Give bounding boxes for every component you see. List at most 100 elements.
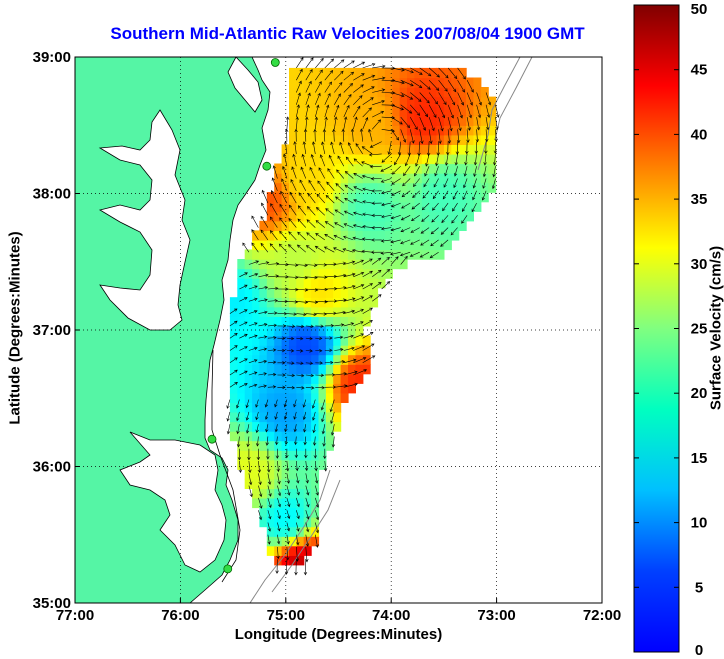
- velocity-arrow: [391, 92, 405, 98]
- velocity-cell: [362, 201, 371, 212]
- velocity-cell: [311, 192, 320, 203]
- velocity-cell: [488, 173, 497, 184]
- velocity-cell: [384, 134, 393, 145]
- velocity-cell: [355, 325, 364, 337]
- velocity-cell: [407, 77, 415, 88]
- velocity-cell: [451, 67, 460, 79]
- velocity-arrow: [353, 345, 366, 351]
- velocity-arrow: [267, 311, 278, 315]
- velocity-cell: [244, 259, 253, 270]
- velocity-cell: [274, 345, 283, 356]
- velocity-arrow: [315, 81, 322, 93]
- velocity-cell: [281, 526, 290, 537]
- velocity-arrow: [464, 153, 468, 166]
- velocity-cell: [370, 220, 379, 231]
- velocity-cell: [311, 144, 320, 155]
- velocity-cell: [429, 106, 438, 117]
- velocity-arrow: [286, 510, 291, 520]
- velocity-cell: [289, 478, 297, 489]
- velocity-arrow: [381, 202, 392, 207]
- velocity-cell: [303, 77, 312, 88]
- velocity-cell: [296, 507, 305, 518]
- velocity-cell: [443, 173, 452, 184]
- velocity-cell: [296, 402, 305, 413]
- velocity-arrow: [438, 129, 442, 145]
- velocity-arrow: [353, 259, 365, 265]
- velocity-cell: [355, 77, 364, 88]
- velocity-arrow: [308, 179, 316, 191]
- velocity-cell: [289, 125, 297, 136]
- velocity-arrow: [381, 281, 391, 290]
- velocity-arrow: [247, 448, 251, 461]
- velocity-cell: [296, 459, 305, 470]
- velocity-arrow: [466, 104, 472, 119]
- velocity-cell: [348, 268, 356, 279]
- velocity-arrow: [446, 141, 450, 156]
- colorbar-label: Surface Velocity (cm/s): [707, 245, 724, 411]
- velocity-cell: [355, 335, 364, 346]
- velocity-cell: [259, 239, 268, 251]
- velocity-cell: [451, 144, 460, 155]
- velocity-cell: [392, 220, 401, 231]
- velocity-cell: [340, 335, 349, 346]
- velocity-cell: [325, 440, 334, 451]
- velocity-cell: [266, 488, 275, 499]
- velocity-cell: [348, 67, 356, 79]
- velocity-cell: [274, 192, 283, 203]
- velocity-cell: [340, 239, 349, 251]
- velocity-arrow: [301, 153, 307, 167]
- velocity-arrow: [226, 411, 231, 422]
- velocity-arrow: [369, 141, 382, 148]
- velocity-cell: [318, 421, 327, 432]
- velocity-cell: [289, 517, 297, 528]
- velocity-cell: [274, 421, 283, 432]
- velocity-arrow: [390, 256, 399, 265]
- velocity-cell: [311, 163, 320, 174]
- velocity-cell: [429, 134, 438, 145]
- velocity-arrow: [304, 448, 308, 459]
- velocity-cell: [348, 316, 356, 327]
- velocity-arrow: [390, 239, 401, 244]
- velocity-cell: [303, 517, 312, 528]
- velocity-cell: [384, 249, 393, 260]
- velocity-arrow: [284, 559, 289, 575]
- velocity-arrow: [410, 227, 420, 233]
- velocity-cell: [266, 230, 275, 241]
- velocity-arrow: [302, 399, 307, 408]
- velocity-cell: [392, 134, 401, 145]
- velocity-cell: [436, 115, 445, 126]
- velocity-cell: [281, 163, 290, 174]
- velocity-cell: [340, 230, 349, 241]
- velocity-arrow: [311, 399, 316, 409]
- velocity-cell: [377, 211, 386, 222]
- velocity-arrow: [258, 384, 267, 388]
- velocity-arrow: [267, 485, 272, 497]
- velocity-arrow: [305, 473, 309, 484]
- velocity-cell: [407, 249, 415, 260]
- velocity-arrow: [305, 324, 314, 329]
- velocity-cell: [370, 182, 379, 193]
- velocity-cell: [289, 239, 297, 251]
- velocity-cell: [325, 287, 334, 298]
- velocity-arrow: [334, 104, 340, 118]
- velocity-cell: [274, 306, 283, 317]
- colorbar-tick-label: 45: [691, 62, 708, 79]
- velocity-cell: [237, 316, 246, 327]
- velocity-arrow: [334, 59, 345, 69]
- velocity-cell: [348, 230, 356, 241]
- velocity-cell: [370, 278, 379, 289]
- velocity-cell: [266, 411, 275, 423]
- velocity-cell: [274, 431, 283, 442]
- velocity-cell: [451, 134, 460, 145]
- velocity-arrow: [267, 286, 279, 291]
- velocity-cell: [318, 125, 327, 136]
- velocity-arrow: [475, 129, 480, 143]
- velocity-cell: [414, 201, 423, 212]
- velocity-cell: [340, 96, 349, 107]
- velocity-cell: [318, 87, 327, 98]
- velocity-arrow: [359, 128, 364, 142]
- velocity-arrow: [305, 80, 312, 93]
- velocity-cell: [274, 297, 283, 308]
- velocity-arrow: [229, 320, 238, 327]
- velocity-arrow: [324, 336, 333, 340]
